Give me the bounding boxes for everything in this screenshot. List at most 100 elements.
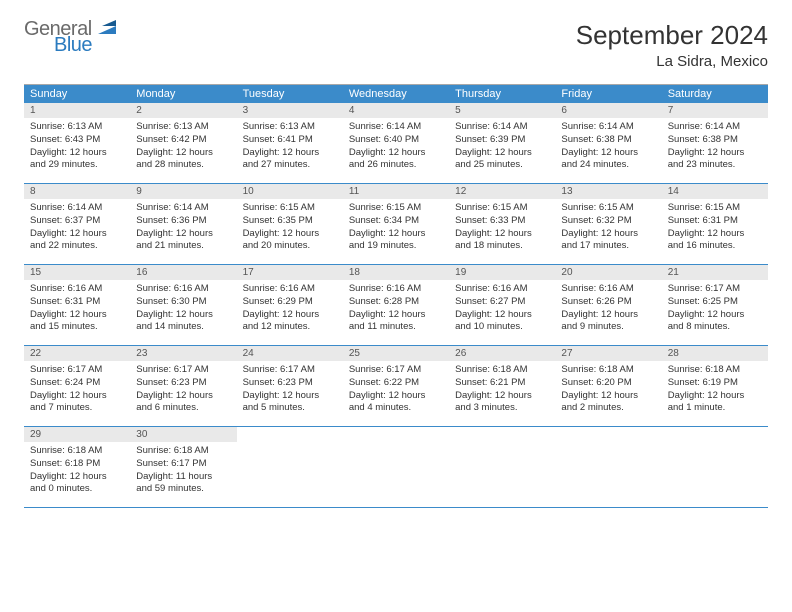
location: La Sidra, Mexico: [576, 53, 768, 70]
day-line: and 8 minutes.: [668, 321, 762, 334]
day-line: Sunrise: 6:18 AM: [561, 364, 655, 377]
week-row: 8Sunrise: 6:14 AMSunset: 6:37 PMDaylight…: [24, 184, 768, 265]
day-number: 4: [343, 103, 449, 118]
day-body: Sunrise: 6:15 AMSunset: 6:32 PMDaylight:…: [555, 202, 661, 253]
day-line: Daylight: 12 hours: [30, 228, 124, 241]
day-body: Sunrise: 6:16 AMSunset: 6:31 PMDaylight:…: [24, 283, 130, 334]
day-cell: 20Sunrise: 6:16 AMSunset: 6:26 PMDayligh…: [555, 265, 661, 345]
day-cell: 11Sunrise: 6:15 AMSunset: 6:34 PMDayligh…: [343, 184, 449, 264]
day-line: and 27 minutes.: [243, 159, 337, 172]
day-body: Sunrise: 6:14 AMSunset: 6:39 PMDaylight:…: [449, 121, 555, 172]
day-line: Sunrise: 6:16 AM: [30, 283, 124, 296]
day-body: Sunrise: 6:18 AMSunset: 6:20 PMDaylight:…: [555, 364, 661, 415]
day-cell: 28Sunrise: 6:18 AMSunset: 6:19 PMDayligh…: [662, 346, 768, 426]
day-line: Daylight: 12 hours: [455, 390, 549, 403]
day-cell: 27Sunrise: 6:18 AMSunset: 6:20 PMDayligh…: [555, 346, 661, 426]
day-cell: 25 Sunrise: 6:17 AMSunset: 6:22 PMDayligh…: [343, 346, 449, 426]
day-cell: 17Sunrise: 6:16 AMSunset: 6:29 PMDayligh…: [237, 265, 343, 345]
day-line: and 28 minutes.: [136, 159, 230, 172]
day-cell: 19Sunrise: 6:16 AMSunset: 6:27 PMDayligh…: [449, 265, 555, 345]
week-row: 15Sunrise: 6:16 AMSunset: 6:31 PMDayligh…: [24, 265, 768, 346]
day-number: 13: [555, 184, 661, 199]
header: General Blue September 2024 La Sidra, Me…: [24, 20, 768, 70]
day-number: 8: [24, 184, 130, 199]
day-header-cell: Thursday: [449, 85, 555, 103]
day-cell: 23Sunrise: 6:17 AMSunset: 6:23 PMDayligh…: [130, 346, 236, 426]
day-line: Sunrise: 6:17 AM: [349, 364, 443, 377]
day-line: Sunset: 6:26 PM: [561, 296, 655, 309]
day-line: Daylight: 12 hours: [561, 309, 655, 322]
day-line: Sunrise: 6:13 AM: [136, 121, 230, 134]
logo: General Blue: [24, 20, 120, 55]
day-line: Daylight: 12 hours: [30, 147, 124, 160]
day-line: Sunrise: 6:15 AM: [243, 202, 337, 215]
weeks-container: 1Sunrise: 6:13 AMSunset: 6:43 PMDaylight…: [24, 103, 768, 508]
day-number: 29: [24, 427, 130, 442]
week-row: 22Sunrise: 6:17 AMSunset: 6:24 PMDayligh…: [24, 346, 768, 427]
day-cell: 21Sunrise: 6:17 AMSunset: 6:25 PMDayligh…: [662, 265, 768, 345]
day-line: Sunrise: 6:16 AM: [349, 283, 443, 296]
day-line: Sunrise: 6:15 AM: [668, 202, 762, 215]
day-cell: 24Sunrise: 6:17 AMSunset: 6:23 PMDayligh…: [237, 346, 343, 426]
day-line: Sunset: 6:18 PM: [30, 458, 124, 471]
day-cell: 22Sunrise: 6:17 AMSunset: 6:24 PMDayligh…: [24, 346, 130, 426]
day-line: Sunset: 6:23 PM: [243, 377, 337, 390]
day-line: Sunset: 6:29 PM: [243, 296, 337, 309]
day-line: Sunset: 6:28 PM: [349, 296, 443, 309]
day-line: Sunrise: 6:17 AM: [243, 364, 337, 377]
day-body: Sunrise: 6:15 AMSunset: 6:35 PMDaylight:…: [237, 202, 343, 253]
day-cell: 30Sunrise: 6:18 AMSunset: 6:17 PMDayligh…: [130, 427, 236, 507]
day-line: Daylight: 12 hours: [243, 228, 337, 241]
day-number: 18: [343, 265, 449, 280]
day-cell: 10Sunrise: 6:15 AMSunset: 6:35 PMDayligh…: [237, 184, 343, 264]
day-number: 24: [237, 346, 343, 361]
day-line: and 3 minutes.: [455, 402, 549, 415]
day-line: and 26 minutes.: [349, 159, 443, 172]
day-number: 28: [662, 346, 768, 361]
day-body: Sunrise: 6:17 AMSunset: 6:23 PMDaylight:…: [130, 364, 236, 415]
day-header-row: SundayMondayTuesdayWednesdayThursdayFrid…: [24, 85, 768, 103]
day-cell: 6Sunrise: 6:14 AMSunset: 6:38 PMDaylight…: [555, 103, 661, 183]
day-line: and 23 minutes.: [668, 159, 762, 172]
day-line: and 25 minutes.: [455, 159, 549, 172]
week-row: 29Sunrise: 6:18 AMSunset: 6:18 PMDayligh…: [24, 427, 768, 508]
day-line: Sunset: 6:40 PM: [349, 134, 443, 147]
day-line: and 14 minutes.: [136, 321, 230, 334]
day-line: and 1 minute.: [668, 402, 762, 415]
day-line: Sunrise: 6:15 AM: [455, 202, 549, 215]
day-cell: 1Sunrise: 6:13 AMSunset: 6:43 PMDaylight…: [24, 103, 130, 183]
day-line: Daylight: 12 hours: [349, 390, 443, 403]
day-line: and 17 minutes.: [561, 240, 655, 253]
day-cell: 13 Sunrise: 6:15 AMSunset: 6:32 PMDayligh…: [555, 184, 661, 264]
day-line: Sunset: 6:36 PM: [136, 215, 230, 228]
day-line: Daylight: 12 hours: [455, 309, 549, 322]
day-line: and 21 minutes.: [136, 240, 230, 253]
day-line: Daylight: 12 hours: [30, 309, 124, 322]
day-line: Sunrise: 6:14 AM: [561, 121, 655, 134]
day-body: Sunrise: 6:16 AMSunset: 6:29 PMDaylight:…: [237, 283, 343, 334]
day-cell: 29Sunrise: 6:18 AMSunset: 6:18 PMDayligh…: [24, 427, 130, 507]
day-line: and 19 minutes.: [349, 240, 443, 253]
day-line: Daylight: 12 hours: [349, 228, 443, 241]
day-line: Sunrise: 6:15 AM: [561, 202, 655, 215]
day-number: 25: [343, 346, 449, 361]
day-number: 21: [662, 265, 768, 280]
day-number: 7: [662, 103, 768, 118]
day-body: Sunrise: 6:16 AMSunset: 6:28 PMDaylight:…: [343, 283, 449, 334]
day-line: Sunset: 6:31 PM: [668, 215, 762, 228]
day-line: Sunset: 6:17 PM: [136, 458, 230, 471]
page-title: September 2024: [576, 20, 768, 51]
day-line: and 2 minutes.: [561, 402, 655, 415]
day-cell: 18 Sunrise: 6:16 AMSunset: 6:28 PMDayligh…: [343, 265, 449, 345]
day-line: Daylight: 12 hours: [349, 309, 443, 322]
day-line: Daylight: 12 hours: [136, 390, 230, 403]
day-line: Sunrise: 6:16 AM: [136, 283, 230, 296]
day-line: Daylight: 12 hours: [668, 390, 762, 403]
day-body: Sunrise: 6:15 AMSunset: 6:31 PMDaylight:…: [662, 202, 768, 253]
day-body: Sunrise: 6:17 AMSunset: 6:22 PMDaylight:…: [343, 364, 449, 415]
day-line: Daylight: 12 hours: [561, 147, 655, 160]
day-line: Sunset: 6:31 PM: [30, 296, 124, 309]
day-cell: 9Sunrise: 6:14 AMSunset: 6:36 PMDaylight…: [130, 184, 236, 264]
day-header-cell: Monday: [130, 85, 236, 103]
day-header-cell: Sunday: [24, 85, 130, 103]
